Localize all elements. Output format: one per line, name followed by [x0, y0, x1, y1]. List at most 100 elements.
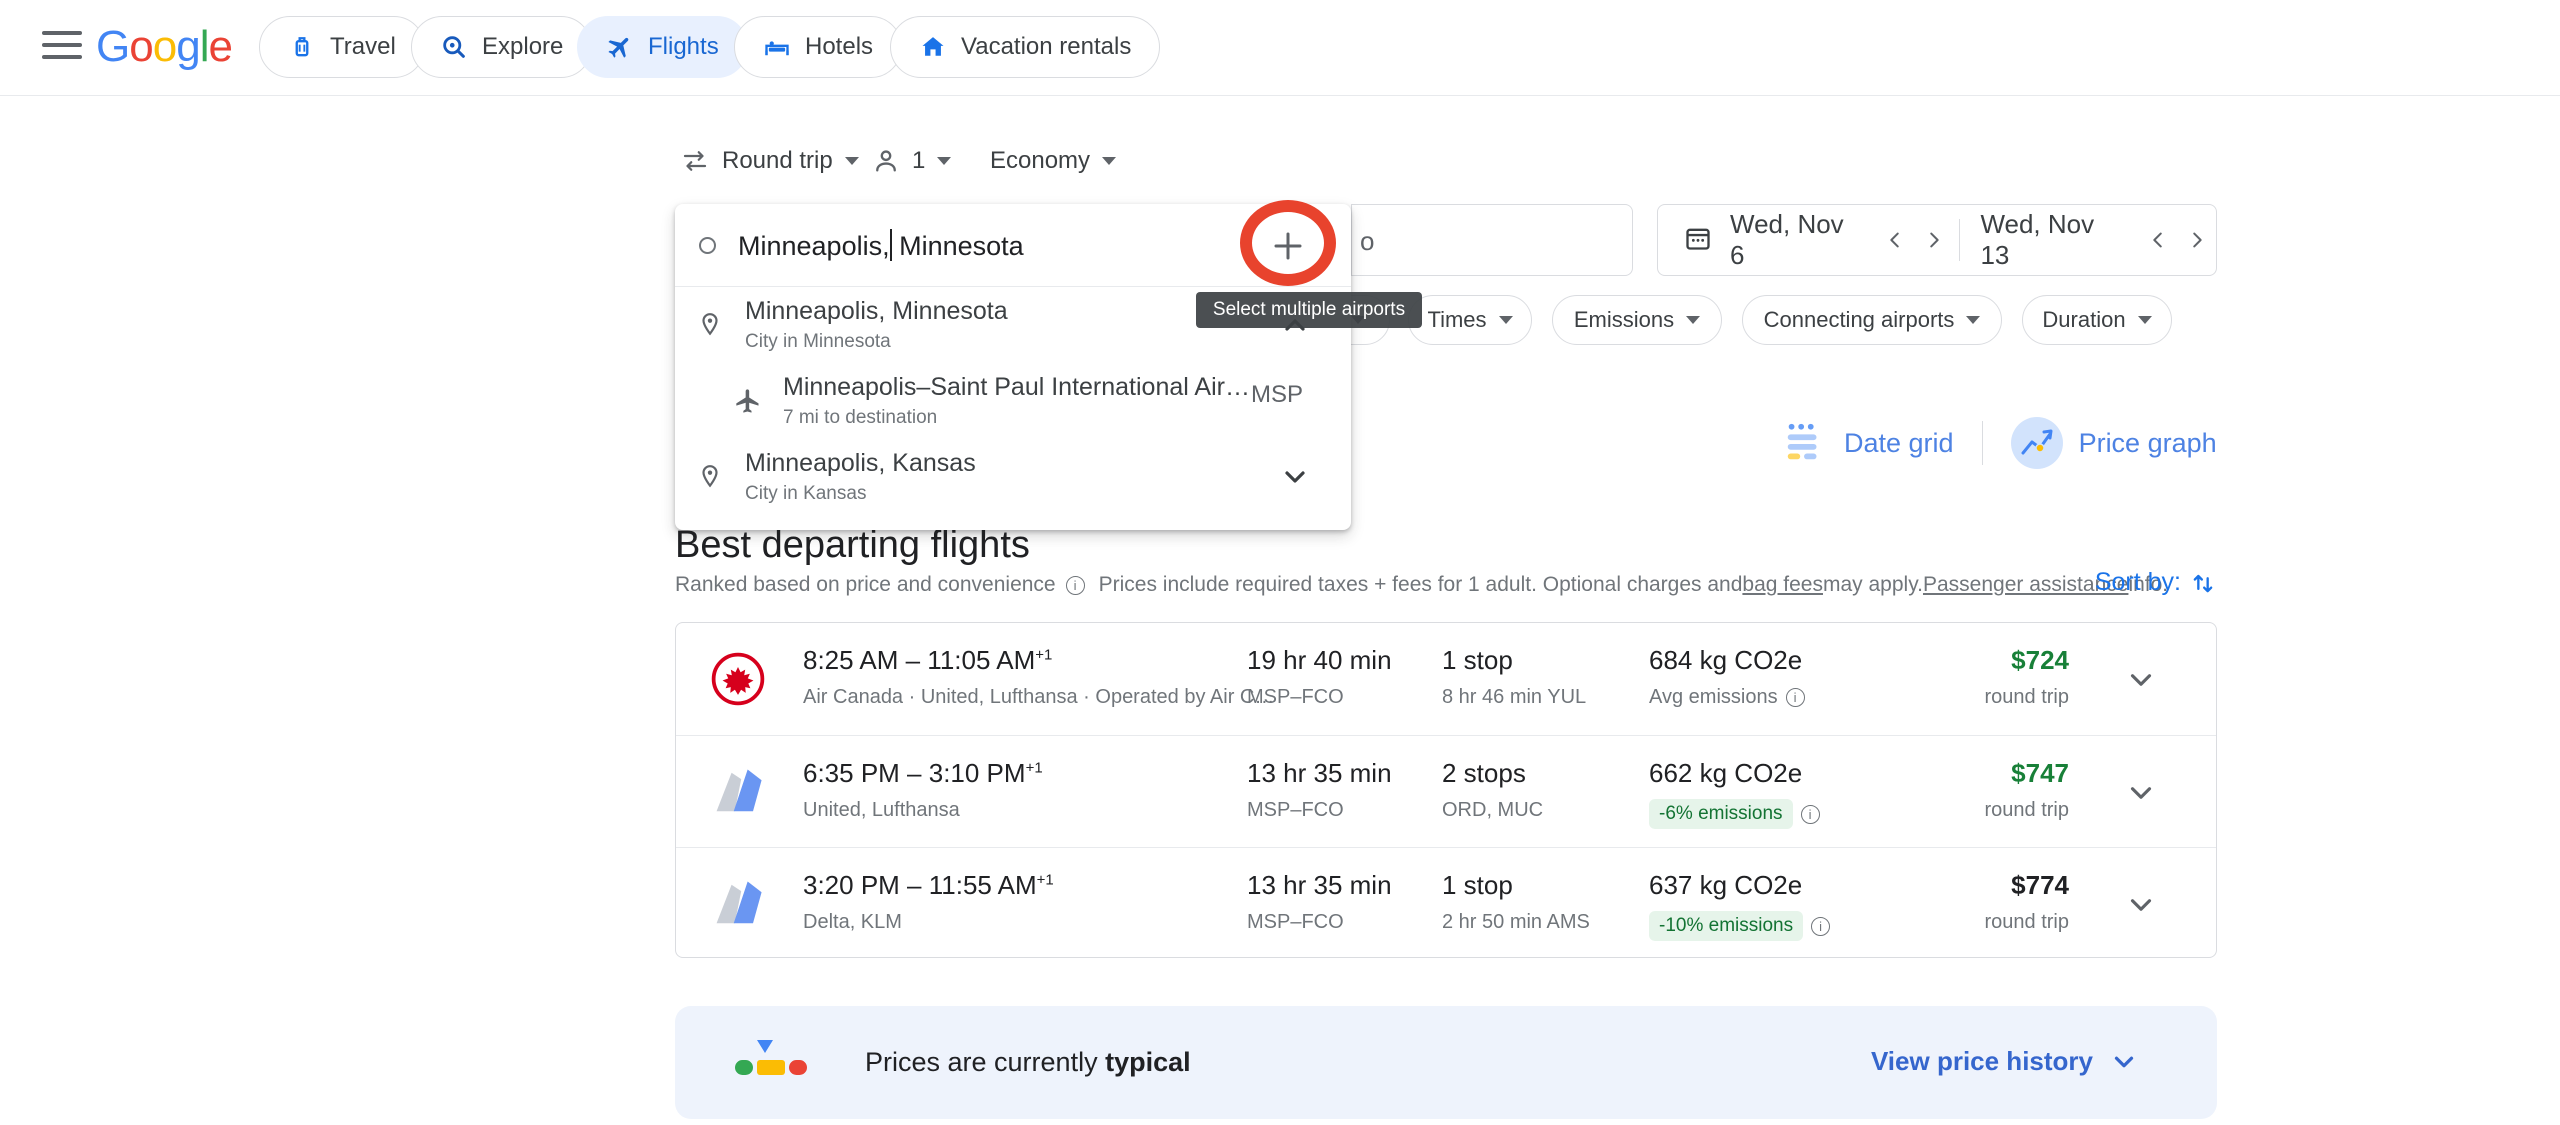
- location-pin-icon: [675, 312, 745, 338]
- origin-field[interactable]: Minneapolis, Minnesota: [675, 204, 1351, 287]
- expand-flight-icon[interactable]: [2124, 663, 2158, 702]
- flight-stops: 2 stops: [1442, 758, 1526, 788]
- price-insights-message: Prices are currently typical: [865, 1047, 1191, 1077]
- flight-stops-detail: 2 hr 50 min AMS: [1442, 911, 1590, 933]
- departure-date-next-icon[interactable]: [1915, 220, 1954, 260]
- suggestion-city-minneapolis-mn[interactable]: Minneapolis, Minnesota City in Minnesota: [675, 287, 1351, 363]
- flight-duration: 19 hr 40 min: [1247, 645, 1392, 675]
- chevron-down-icon: [1686, 316, 1701, 324]
- cabin-class-selector[interactable]: Economy: [990, 138, 1117, 184]
- flight-times: 6:35 PM – 3:10 PM+1: [803, 758, 1043, 788]
- nav-pill-explore[interactable]: Explore: [411, 16, 593, 78]
- fees-note: info.: [2128, 573, 2169, 596]
- bag-fees-link[interactable]: bag fees: [1742, 573, 1823, 596]
- expand-flight-icon[interactable]: [2124, 776, 2158, 815]
- price-graph-label: Price graph: [2078, 427, 2217, 458]
- flight-duration: 13 hr 35 min: [1247, 758, 1392, 788]
- dates-field[interactable]: Wed, Nov 6 Wed, Nov 13: [1657, 204, 2217, 276]
- date-grid-button[interactable]: Date grid: [1782, 420, 1954, 466]
- add-airport-button[interactable]: [1260, 218, 1316, 274]
- flight-stops-detail: ORD, MUC: [1442, 799, 1544, 821]
- price-graph-icon: [2010, 417, 2063, 469]
- nav-pill-travel[interactable]: Travel: [259, 16, 425, 78]
- passenger-assistance-link[interactable]: Passenger assistance: [1922, 573, 2129, 596]
- flight-emissions: 684 kg CO2e: [1649, 645, 1803, 675]
- price-note: round trip: [1984, 686, 2070, 708]
- house-icon: [922, 37, 944, 56]
- flight-stops: 1 stop: [1442, 870, 1513, 900]
- nav-pill-flights[interactable]: Flights: [577, 16, 748, 78]
- expand-flight-icon[interactable]: [2124, 888, 2158, 927]
- nav-pill-label: Vacation rentals: [961, 33, 1132, 60]
- filter-chip-duration[interactable]: Duration: [2022, 295, 2172, 345]
- filter-chip-times[interactable]: Times: [1408, 295, 1532, 345]
- origin-circle-icon: [699, 236, 716, 254]
- luggage-icon: [295, 37, 309, 57]
- info-icon[interactable]: i: [1785, 688, 1805, 707]
- expand-airports-icon[interactable]: [1279, 461, 1311, 498]
- flight-row-united-lufthansa[interactable]: 6:35 PM – 3:10 PM+1 United, Lufthansa 13…: [676, 735, 2216, 847]
- flight-times: 8:25 AM – 11:05 AM+1: [803, 645, 1053, 675]
- return-date-next-icon[interactable]: [2177, 220, 2216, 260]
- info-icon[interactable]: i: [1800, 804, 1820, 824]
- view-price-history-button[interactable]: View price history: [1871, 1046, 2139, 1077]
- logo-letter: e: [208, 22, 233, 71]
- flight-row-air-canada[interactable]: 8:25 AM – 11:05 AM+1 Air Canada · United…: [676, 623, 2216, 735]
- fees-note: may apply.: [1822, 573, 1923, 596]
- return-date-prev-icon[interactable]: [2138, 220, 2177, 260]
- filter-chip-label: Duration: [2042, 307, 2126, 332]
- logo-letter: o: [152, 22, 178, 71]
- suggestion-city-minneapolis-ks[interactable]: Minneapolis, Kansas City in Kansas: [675, 439, 1351, 515]
- nav-pill-vacation-rentals[interactable]: Vacation rentals: [890, 16, 1161, 78]
- google-logo[interactable]: Google: [96, 22, 233, 72]
- passenger-selector[interactable]: 1: [872, 138, 952, 184]
- price-level-gauge-icon: [733, 1038, 819, 1093]
- info-icon[interactable]: i: [1811, 916, 1831, 936]
- nav-pill-label: Explore: [482, 33, 564, 60]
- destination-field[interactable]: o: [1351, 204, 1633, 276]
- nav-pill-hotels[interactable]: Hotels: [734, 16, 903, 78]
- trip-type-selector[interactable]: Round trip: [680, 138, 859, 184]
- suggestion-title: Minneapolis, Minnesota: [745, 297, 1008, 325]
- flight-times: 3:20 PM – 11:55 AM+1: [803, 870, 1054, 900]
- info-icon[interactable]: i: [1065, 575, 1085, 595]
- flight-stops-detail: 8 hr 46 min YUL: [1442, 686, 1587, 708]
- ranking-note: Ranked based on price and convenience: [675, 573, 1056, 596]
- return-date[interactable]: Wed, Nov 13: [1980, 209, 2095, 270]
- flight-emissions: 637 kg CO2e: [1649, 870, 1803, 900]
- origin-input-value[interactable]: Minneapolis, Minnesota: [738, 228, 1024, 261]
- calendar-icon: [1684, 224, 1712, 257]
- results-heading: Best departing flights: [675, 524, 1030, 566]
- price-insights-panel: Prices are currently typical View price …: [675, 1006, 2217, 1119]
- flight-route: MSP–FCO: [1247, 799, 1344, 821]
- united-lufthansa-logos: [708, 762, 768, 822]
- logo-letter: G: [96, 22, 130, 71]
- top-navigation: Google Travel Explore Flights Hotels Vac…: [0, 0, 2560, 96]
- filter-chip-label: Connecting airports: [1763, 307, 1955, 332]
- delta-klm-logos: [708, 874, 768, 934]
- results-subtitle-row: Ranked based on price and convenience i …: [675, 568, 2217, 600]
- flight-row-delta-klm[interactable]: 3:20 PM – 11:55 AM+1 Delta, KLM 13 hr 35…: [676, 847, 2216, 959]
- nav-pill-label: Travel: [330, 33, 396, 60]
- filter-chip-connecting-airports[interactable]: Connecting airports: [1742, 295, 2002, 345]
- filter-chip-emissions[interactable]: Emissions: [1552, 295, 1722, 345]
- suggestion-airport-msp[interactable]: Minneapolis–Saint Paul International Air…: [675, 363, 1351, 439]
- departure-date[interactable]: Wed, Nov 6: [1730, 209, 1844, 270]
- departure-date-prev-icon[interactable]: [1876, 220, 1915, 260]
- chevron-down-icon: [937, 157, 952, 165]
- divider: [1981, 421, 1983, 465]
- explore-icon: [443, 36, 465, 58]
- logo-letter: o: [129, 22, 154, 71]
- chevron-down-icon: [1498, 316, 1513, 324]
- main-menu-icon[interactable]: [42, 31, 82, 63]
- price-note: round trip: [1984, 799, 2070, 821]
- price-graph-button[interactable]: Price graph: [2010, 417, 2217, 469]
- flight-route: MSP–FCO: [1247, 686, 1344, 708]
- flight-airlines: Air Canada · United, Lufthansa · Operate…: [803, 686, 1275, 708]
- sort-by-button[interactable]: Sort by:: [2095, 568, 2217, 597]
- chevron-down-icon: [1966, 316, 1981, 324]
- destination-partial-text: o: [1360, 226, 1375, 256]
- emissions-badge: -10% emissions: [1649, 911, 1804, 941]
- nav-pill-label: Flights: [648, 33, 719, 60]
